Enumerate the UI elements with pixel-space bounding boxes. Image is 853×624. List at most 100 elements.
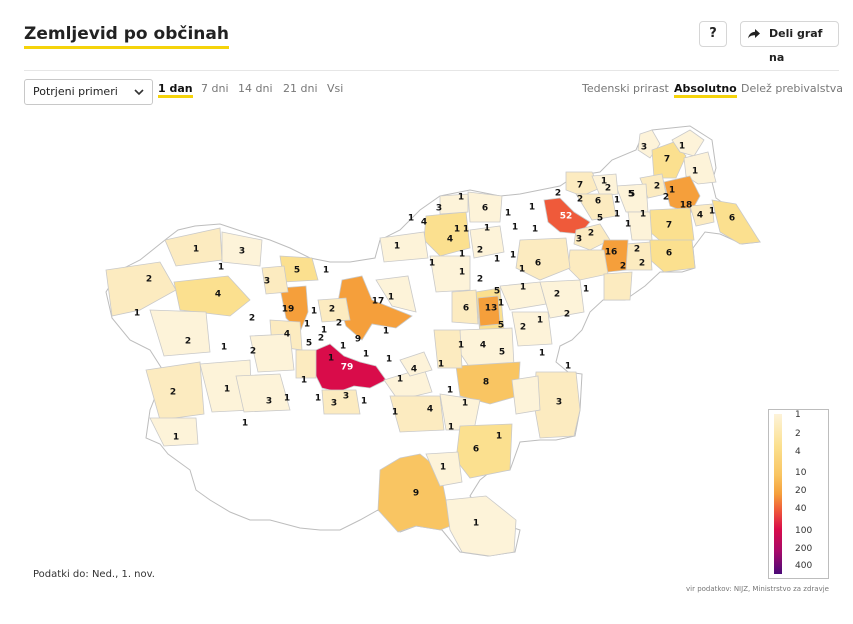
map-label: 1 [363,350,369,360]
map-label: 2 [588,229,594,239]
municipality[interactable] [149,417,199,447]
municipality[interactable] [433,329,463,369]
mode-tedenski-prirast[interactable]: Tedenski prirast [582,82,669,95]
map-label: 1 [323,266,329,276]
municipality[interactable] [445,495,517,557]
municipality[interactable] [399,351,433,377]
municipality[interactable] [539,279,585,319]
municipality[interactable] [279,285,309,333]
map-labels-west: 1 3 1 2 4 [146,245,245,300]
municipality[interactable] [455,423,513,479]
municipality[interactable] [651,141,687,179]
map-label: 3 [331,399,337,409]
municipality[interactable] [425,451,463,487]
municipality[interactable] [249,333,295,373]
municipalities [105,129,761,557]
municipality[interactable] [511,311,553,347]
municipality[interactable] [105,261,177,317]
municipality[interactable] [313,343,387,393]
municipality[interactable] [627,211,653,241]
municipality[interactable] [511,375,541,415]
map-label: 1 [496,432,502,442]
map-label: 1 [301,376,307,386]
municipality[interactable] [573,223,611,251]
municipality[interactable] [221,231,263,267]
municipality[interactable] [515,237,571,281]
header-divider [24,70,839,71]
tab-21-dni[interactable]: 21 dni [283,82,318,95]
municipality[interactable] [145,361,205,421]
municipality[interactable] [439,193,469,215]
map-label: 2 [663,193,669,203]
mode-absolutno[interactable]: Absolutno [674,82,737,98]
municipality[interactable] [295,349,317,379]
legend-label: 100 [795,526,813,536]
map-label: 2 [520,323,526,333]
tab-14-dni[interactable]: 14 dni [238,82,273,95]
municipality[interactable] [683,151,717,185]
mode-delez-prebivalstva[interactable]: Delež prebivalstva [741,82,844,95]
map-label: 1 [669,186,675,196]
metric-select[interactable]: Potrjeni primeri [24,79,153,105]
map-label: 1 [448,423,454,433]
municipality[interactable] [439,393,481,431]
map-label: 2 [329,305,335,315]
map-label: 1 [328,354,334,364]
municipality[interactable] [149,309,211,357]
map-label: 6 [666,249,672,259]
municipality[interactable] [469,225,505,259]
municipality[interactable] [321,389,361,415]
map-label: 1 [221,343,227,353]
municipality[interactable] [455,361,521,405]
map-label: 6 [595,197,601,207]
map-label: 6 [535,259,541,269]
tab-7-dni[interactable]: 7 dni [201,82,229,95]
municipality[interactable] [711,199,761,245]
municipality[interactable] [235,373,291,413]
map-label: 5 [494,287,500,297]
municipality[interactable] [671,129,705,157]
legend-label: 4 [795,447,801,457]
municipality[interactable] [467,191,503,223]
map-label: 3 [264,277,270,287]
municipality[interactable] [173,275,251,317]
municipality[interactable] [317,297,351,323]
map-label: 52 [560,212,573,222]
map-label: 1 [386,355,392,365]
municipality[interactable] [477,295,501,327]
help-button[interactable]: ? [699,21,727,47]
legend-label: 2 [795,429,801,439]
map-label: 1 [311,307,317,317]
tab-vsi[interactable]: Vsi [327,82,344,95]
tab-1-dan[interactable]: 1 dan [158,82,193,98]
map-label: 16 [605,248,618,258]
metric-select-value: Potrjeni primeri [33,85,118,98]
legend-label: 200 [795,544,813,554]
municipality[interactable] [429,255,471,293]
map-label: 3 [576,235,582,245]
share-arrow-icon [748,29,760,39]
map-label: 1 [614,196,620,206]
municipality[interactable] [591,173,619,197]
municipality[interactable] [689,203,715,227]
map-label: 1 [498,299,504,309]
municipality[interactable] [603,271,633,301]
municipality[interactable] [375,275,417,313]
map-label: 13 [485,304,498,314]
map-label: 3 [641,143,647,153]
map-label: 3 [436,204,442,214]
municipality[interactable] [663,175,701,215]
map-label: 1 [462,399,468,409]
municipality[interactable] [565,171,601,197]
map-label: 6 [729,214,735,224]
municipality[interactable] [379,231,429,263]
municipality[interactable] [261,265,289,295]
share-button[interactable]: Deli graf na [740,21,839,64]
municipality[interactable] [451,289,479,325]
municipality[interactable] [389,395,445,433]
municipality[interactable] [575,193,617,221]
map-label: 2 [555,189,561,199]
legend-label: 10 [795,468,807,478]
map-label: 2 [605,184,611,194]
map-label: 1 [532,225,538,235]
